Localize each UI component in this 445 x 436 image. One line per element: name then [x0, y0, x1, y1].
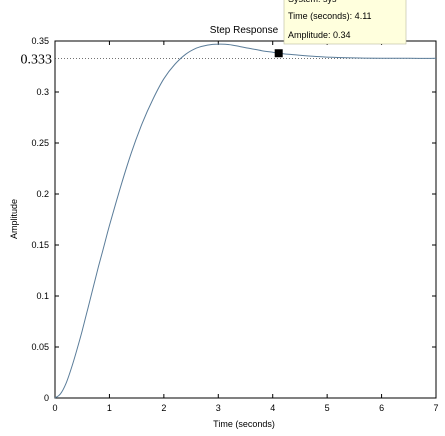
datatip-line: System: sys: [288, 0, 337, 4]
reference-line-group: 0.333: [21, 52, 436, 67]
y-tick-label: 0.15: [31, 240, 49, 250]
step-response-line: [54, 43, 437, 399]
y-tick-label: 0.35: [31, 36, 49, 46]
y-tick-label: 0.3: [36, 87, 49, 97]
x-tick-label: 7: [433, 403, 438, 413]
reference-line-label: 0.333: [21, 52, 53, 67]
datatip-box[interactable]: [283, 0, 407, 45]
datatip-line: Time (seconds): 4.11: [288, 11, 372, 21]
x-tick-label: 1: [107, 403, 112, 413]
datatip[interactable]: System: sys Time (seconds): 4.11 Amplitude…: [274, 0, 407, 58]
y-axis-label: Amplitude: [9, 199, 19, 239]
x-tick-label: 6: [379, 403, 384, 413]
plot-frame: [54, 40, 437, 399]
y-tick-label: 0.2: [36, 189, 49, 199]
x-tick-label: 5: [325, 403, 330, 413]
x-tick-label: 3: [216, 403, 221, 413]
y-tick-label: 0.05: [31, 342, 49, 352]
datatip-line: Amplitude: 0.34: [288, 30, 351, 40]
y-tick-label: 0.1: [36, 291, 49, 301]
x-axis-ticks: 0 1 2 3 4 5 6 7: [52, 41, 439, 413]
series-group: [54, 43, 437, 399]
datatip-marker[interactable]: [274, 49, 283, 58]
y-tick-label: 0.25: [31, 138, 49, 148]
plot-area: [54, 40, 437, 399]
x-tick-label: 4: [270, 403, 275, 413]
x-tick-label: 0: [52, 403, 57, 413]
x-axis-label: Time (seconds): [213, 419, 275, 429]
y-tick-label: 0: [44, 393, 49, 403]
x-tick-label: 2: [161, 403, 166, 413]
chart-title: Step Response: [210, 25, 279, 36]
y-axis-ticks: 0 0.05 0.1 0.15 0.2 0.25 0.3 0.35: [31, 36, 436, 403]
